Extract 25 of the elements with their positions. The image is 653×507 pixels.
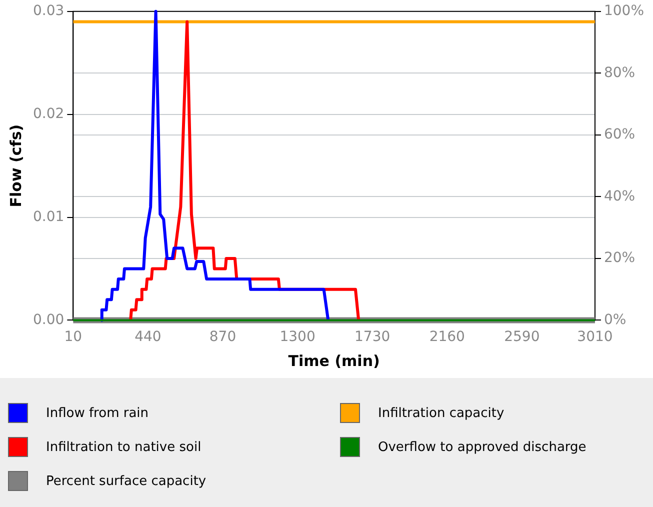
- y-tick-label: 0.03: [33, 3, 64, 20]
- legend-label: Overflow to approved discharge: [378, 440, 586, 454]
- y-tick-label: 0.01: [33, 208, 64, 225]
- x-tick-label: 10: [64, 329, 82, 346]
- y2-tick-label: 60%: [604, 126, 636, 143]
- legend-label: Percent surface capacity: [46, 474, 206, 488]
- x-axis-title: Time (min): [288, 352, 380, 370]
- y-tick-label: 0.00: [33, 312, 64, 328]
- x-tick-label: 1300: [280, 329, 316, 346]
- x-tick-label: 2590: [504, 329, 540, 346]
- x-tick-label: 2160: [429, 329, 465, 346]
- y2-tick-label: 40%: [604, 188, 636, 204]
- legend-label: Infiltration capacity: [378, 406, 504, 420]
- x-tick-label: 870: [209, 329, 236, 346]
- y2-tick-label: 80%: [604, 64, 636, 81]
- x-tick-label: 1730: [354, 329, 390, 346]
- y-tick-label: 0.02: [33, 106, 64, 122]
- y2-tick-label: 20%: [604, 250, 636, 266]
- x-tick-label: 440: [134, 329, 162, 346]
- y-axis-title: Flow (cfs): [6, 124, 25, 208]
- y2-tick-label: 0%: [604, 312, 626, 328]
- x-tick-label: 3010: [577, 329, 613, 346]
- y2-tick-label: 100%: [604, 3, 644, 20]
- legend-label: Inflow from rain: [46, 406, 149, 420]
- legend-label: Infiltration to native soil: [46, 440, 202, 454]
